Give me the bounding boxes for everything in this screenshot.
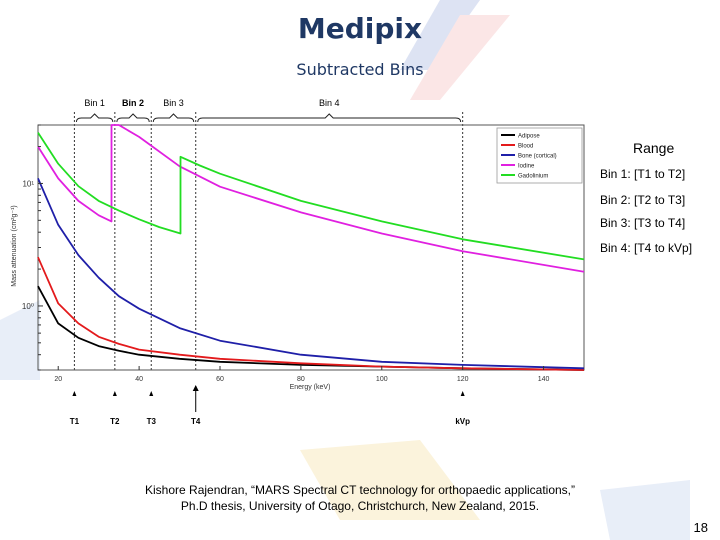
page-number: 18 bbox=[693, 520, 708, 535]
range-heading: Range bbox=[633, 140, 675, 156]
y-tick-label: 10⁰ bbox=[22, 302, 34, 311]
series-line-blood bbox=[37, 256, 585, 371]
x-tick-label: 120 bbox=[457, 376, 469, 383]
series-line-adipose bbox=[37, 285, 585, 371]
range-item-bin2: Bin 2: [T2 to T3] bbox=[600, 193, 686, 207]
legend-box bbox=[496, 127, 583, 184]
range-item-bin1: Bin 1: [T1 to T2] bbox=[600, 167, 686, 181]
series-line-iodine bbox=[37, 124, 585, 273]
bin-brace-1 bbox=[75, 113, 114, 123]
legend-label-adipose: Adipose bbox=[518, 134, 540, 140]
bins-layer: Bin 1 Bin 2 Bin 3 Bin 4 bbox=[75, 98, 462, 123]
threshold-marker bbox=[72, 391, 77, 396]
threshold-label-t3: T3 bbox=[147, 417, 157, 426]
bin-brace-3 bbox=[152, 113, 195, 123]
series-line-gadolinium bbox=[37, 132, 585, 261]
x-tick-label: 80 bbox=[297, 376, 305, 383]
y-axis-label: Mass attenuation (cm²g⁻¹) bbox=[11, 205, 18, 287]
x-tick-label: 100 bbox=[376, 376, 388, 383]
slide-title: Medipix bbox=[297, 12, 423, 45]
chart-legend: Adipose Blood Bone (cortical) Iodine Gadolin… bbox=[496, 127, 583, 184]
bin-label-2: Bin 2 bbox=[122, 98, 144, 108]
x-tick-label: 40 bbox=[135, 376, 143, 383]
bin-label-1: Bin 1 bbox=[84, 98, 105, 108]
threshold-marker bbox=[460, 391, 465, 396]
legend-label-gadolinium: Gadolinium bbox=[518, 174, 548, 180]
threshold-lines: T1 T2 T3 T4 kVp bbox=[70, 112, 470, 426]
y-tick-label: 10¹ bbox=[22, 179, 34, 188]
bin-label-4: Bin 4 bbox=[319, 98, 340, 108]
threshold-label-t1: T1 bbox=[70, 417, 80, 426]
threshold-arrow-head bbox=[192, 385, 199, 391]
series-layer bbox=[37, 124, 585, 371]
x-tick-label: 60 bbox=[216, 376, 224, 383]
axis-layer: 20 40 60 80 100 120 140 10⁰ 10¹ bbox=[22, 124, 550, 383]
threshold-label-t2: T2 bbox=[110, 417, 120, 426]
range-item-bin3: Bin 3: [T3 to T4] bbox=[600, 216, 686, 230]
bin-brace-2 bbox=[116, 113, 150, 123]
x-tick-label: 140 bbox=[538, 376, 550, 383]
bin-brace-4 bbox=[197, 113, 462, 123]
threshold-label-kvp: kVp bbox=[455, 417, 470, 426]
threshold-marker bbox=[112, 391, 117, 396]
legend-label-bone-cortical: Bone (cortical) bbox=[518, 154, 557, 160]
legend-label-iodine: Iodine bbox=[518, 164, 535, 170]
citation-line-1: Kishore Rajendran, “MARS Spectral CT tec… bbox=[145, 483, 575, 497]
citation: Kishore Rajendran, “MARS Spectral CT tec… bbox=[90, 482, 630, 514]
range-item-bin4: Bin 4: [T4 to kVp] bbox=[600, 241, 693, 255]
slide-subtitle: Subtracted Bins bbox=[296, 60, 424, 79]
legend-label-blood: Blood bbox=[518, 144, 533, 150]
attenuation-chart: Bin 1 Bin 2 Bin 3 Bin 4 T1 T2 T3 T4 kVp 20 40 60 8… bbox=[11, 98, 585, 426]
x-axis-label: Energy (keV) bbox=[290, 384, 331, 391]
threshold-marker bbox=[149, 391, 154, 396]
bin-label-3: Bin 3 bbox=[163, 98, 184, 108]
x-tick-label: 20 bbox=[54, 376, 62, 383]
series-line-bone-cortical bbox=[37, 178, 585, 370]
threshold-label-t4: T4 bbox=[191, 417, 201, 426]
citation-line-2: Ph.D thesis, University of Otago, Christ… bbox=[180, 499, 540, 513]
